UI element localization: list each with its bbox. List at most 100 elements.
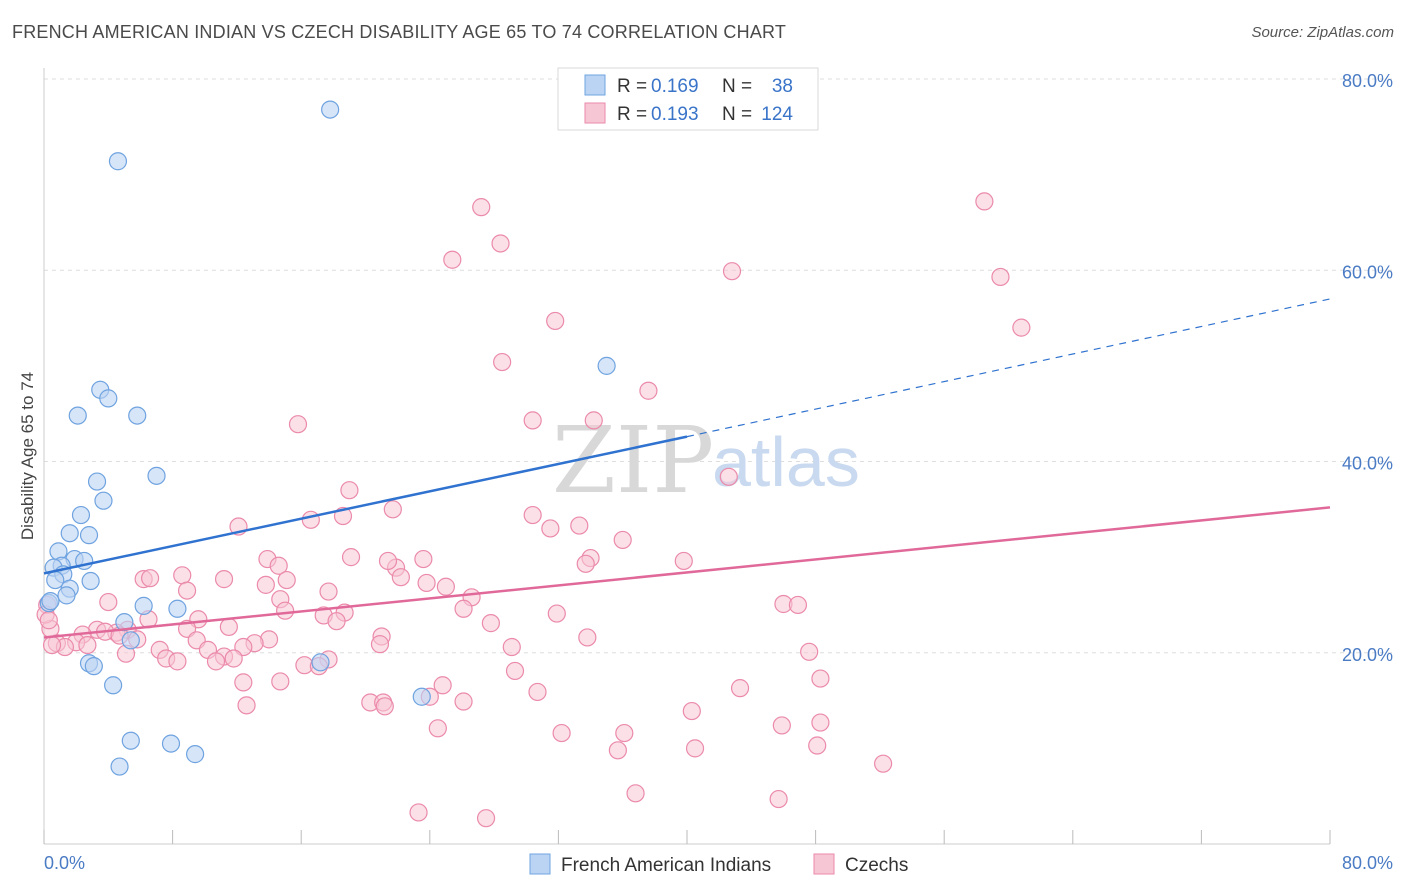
x-ticks	[43, 830, 1331, 844]
grid-lines	[44, 78, 1392, 654]
czechs-point-53	[327, 612, 346, 631]
czechs-point-96	[528, 682, 547, 702]
french-american-indians-point-25	[115, 613, 134, 632]
czechs-point-8	[493, 352, 512, 372]
y-tick-labels: 20.0% 40.0% 60.0% 80.0%	[1342, 71, 1393, 665]
french-american-indians-point-1	[108, 152, 128, 171]
french-american-indians-point-31	[412, 687, 431, 706]
french-american-indians-point-37	[597, 356, 616, 375]
y-tick-label-20: 20.0%	[1342, 645, 1393, 665]
french-american-indians-point-8	[94, 491, 113, 510]
x-tick-label-min: 0.0%	[44, 853, 85, 873]
trend-line-czechs	[43, 506, 1331, 639]
y-axis-title: Disability Age 65 to 74	[18, 372, 37, 540]
french-american-indians-point-21	[57, 586, 76, 605]
legend-r-label-blue: R =	[617, 76, 647, 97]
chart-source: Source: ZipAtlas.com	[1251, 24, 1394, 41]
czechs-point-20	[541, 519, 560, 538]
czechs-point-90	[505, 661, 525, 681]
bottom-legend-swatch-pink	[813, 853, 835, 875]
french-american-indians-point-6	[87, 472, 107, 491]
czechs-point-40	[436, 577, 455, 596]
czechs-point-23	[341, 548, 361, 567]
czechs-point-116	[476, 809, 496, 828]
czechs-point-113	[626, 784, 645, 803]
czechs-point-26	[674, 551, 693, 571]
czechs-point-66	[578, 628, 597, 647]
czechs-point-32	[173, 566, 192, 585]
czechs-point-12	[584, 411, 603, 430]
czechs-point-57	[219, 617, 238, 637]
french-american-indians-point-34	[186, 745, 205, 764]
trend-line-french-american-indians-extension	[686, 298, 1331, 438]
legend-r-value-blue: 0.169	[651, 76, 699, 97]
czechs-point-16	[523, 505, 542, 525]
czechs-point-120	[42, 635, 62, 655]
czechs-point-39	[417, 573, 436, 593]
legend-n-value-blue: 38	[772, 76, 793, 97]
bottom-legend-label-pink: Czechs	[845, 855, 908, 876]
czechs-point-22	[613, 530, 632, 550]
czechs-point-92	[234, 673, 253, 692]
czechs-point-112	[874, 754, 893, 773]
czechs-point-115	[409, 803, 428, 822]
czechs-point-38	[256, 575, 275, 594]
french-american-indians-point-26	[121, 631, 140, 650]
czechs-point-83	[224, 649, 243, 668]
czechs-point-101	[237, 696, 256, 715]
czechs-point-13	[719, 467, 738, 486]
french-american-indians-point-11	[79, 526, 99, 545]
y-tick-label-80: 80.0%	[1342, 71, 1393, 91]
czechs-point-3	[443, 250, 462, 269]
czechs-point-18	[301, 510, 320, 529]
french-american-indians-point-10	[60, 524, 79, 543]
czechs-point-29	[269, 556, 288, 575]
czechs-point-51	[547, 604, 566, 623]
czechs-point-41	[177, 581, 197, 600]
czechs-point-79	[502, 637, 521, 657]
czechs-point-35	[214, 570, 234, 589]
french-american-indians-point-36	[41, 592, 60, 611]
top-legend: R = 0.169 N = 38 R = 0.193 N = 124	[557, 67, 819, 131]
french-american-indians-point-9	[71, 505, 91, 525]
czechs-point-28	[576, 554, 595, 573]
french-american-indians-point-5	[128, 406, 147, 425]
watermark: ZIP atlas	[552, 407, 860, 514]
x-tick-label-max: 80.0%	[1342, 853, 1393, 873]
czechs-point-86	[206, 652, 226, 671]
legend-n-value-pink: 124	[761, 104, 793, 125]
czechs-point-76	[370, 635, 390, 654]
czechs-point-2	[491, 234, 510, 253]
czechs-point-1	[472, 198, 491, 217]
czechs-point-5	[991, 267, 1010, 287]
czechs-point-93	[271, 672, 290, 691]
czechs-point-106	[428, 719, 447, 738]
czechs-point-107	[552, 723, 571, 743]
french-american-indians-point-7	[147, 466, 166, 485]
czechs-point-109	[608, 741, 627, 760]
trend-lines	[43, 298, 1331, 639]
czechs-point-0	[975, 192, 994, 211]
french-american-indians-point-24	[168, 599, 187, 618]
czechs-point-104	[811, 713, 830, 732]
czechs-point-25	[414, 549, 433, 569]
czechs-point-47	[788, 595, 808, 615]
bottom-legend-label-blue: French American Indians	[561, 855, 771, 876]
french-american-indians-point-0	[321, 100, 340, 119]
czechs-point-49	[276, 601, 295, 620]
legend-swatch-pink	[584, 102, 606, 124]
watermark-atlas: atlas	[712, 423, 860, 501]
czechs-point-11	[523, 411, 542, 430]
czechs-point-15	[383, 500, 402, 519]
legend-r-label-pink: R =	[617, 104, 647, 125]
y-tick-label-40: 40.0%	[1342, 454, 1393, 474]
french-american-indians-point-19	[81, 571, 100, 591]
czechs-point-80	[800, 642, 819, 661]
bottom-legend-swatch-blue	[529, 853, 551, 875]
legend-n-label-blue: N =	[722, 76, 752, 97]
legend-swatch-blue	[584, 74, 606, 96]
czechs-point-73	[78, 635, 97, 655]
czechs-point-110	[685, 739, 705, 758]
czechs-point-48	[454, 599, 473, 618]
